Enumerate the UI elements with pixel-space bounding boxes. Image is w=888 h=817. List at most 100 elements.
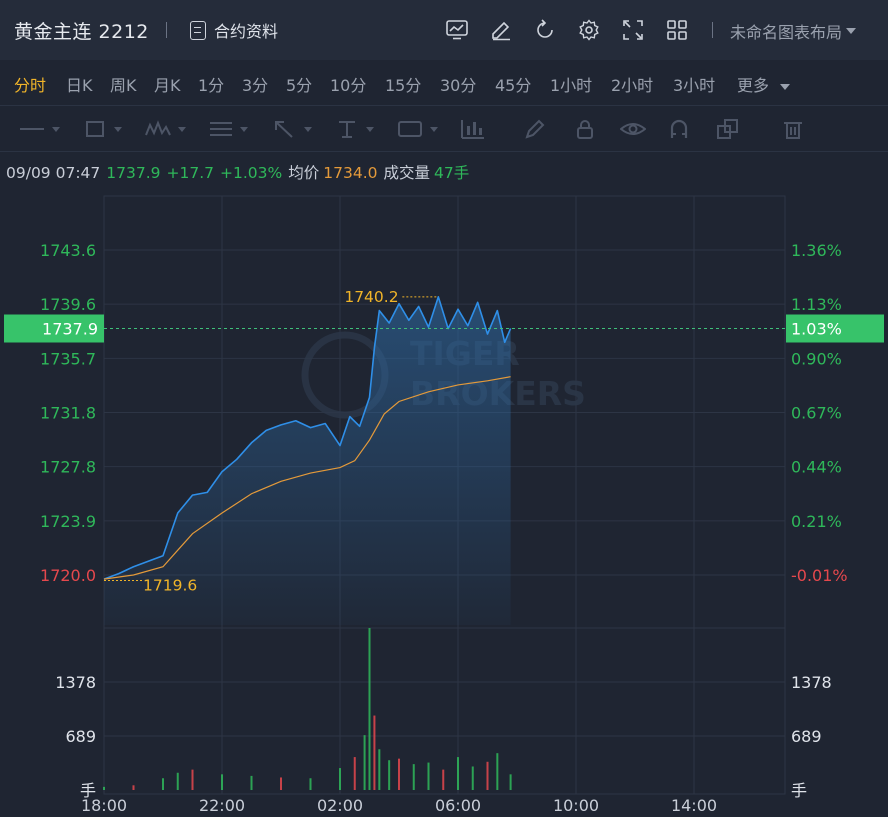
y-axis-left-tick-label: 1739.6: [40, 295, 96, 314]
y-axis-left-tick-label: 1723.9: [40, 512, 96, 531]
tab-period-month[interactable]: 月K: [154, 76, 181, 95]
fibonacci-tool-icon[interactable]: [208, 118, 254, 140]
contract-info-button[interactable]: 合约资料: [190, 18, 278, 42]
volume-bar: [442, 769, 445, 790]
volume-bar: [412, 764, 415, 790]
tab-period-30min[interactable]: 30分: [440, 76, 477, 95]
volume-bar: [132, 785, 135, 790]
tab-period-3min[interactable]: 3分: [242, 76, 269, 95]
layout-label: 未命名图表布局: [730, 23, 843, 42]
volume-value: 47手: [434, 164, 470, 182]
tab-period-more[interactable]: 更多: [737, 72, 791, 96]
drawing-toolbar: [0, 106, 888, 152]
volume-bar: [162, 778, 164, 790]
tab-period-day[interactable]: 日K: [66, 76, 93, 95]
volume-bar: [388, 760, 391, 790]
toolbar-icons: [443, 16, 691, 44]
quote-datetime: 09/09 07:47: [6, 164, 101, 182]
indicator-icon[interactable]: [443, 16, 471, 44]
volume-bar: [280, 777, 282, 790]
volume-bar: [250, 775, 253, 790]
volume-bar: [368, 628, 371, 790]
current-price-badge-left: [4, 314, 104, 343]
text-tool-icon[interactable]: [336, 118, 382, 140]
y-axis-left-tick-label: 1743.6: [40, 241, 96, 260]
layout-dropdown[interactable]: 未命名图表布局: [730, 19, 857, 43]
volume-bar: [471, 766, 474, 790]
refresh-icon[interactable]: [531, 16, 559, 44]
tab-period-10min[interactable]: 10分: [330, 76, 367, 95]
low-price-label: 1719.6: [143, 577, 197, 595]
caret-down-icon: [780, 84, 791, 90]
volume-bar: [457, 757, 459, 790]
caret-down-icon: [846, 28, 857, 34]
y-axis-right-tick-label: 0.21%: [791, 512, 842, 531]
settings-gear-icon[interactable]: [575, 16, 603, 44]
y-axis-left-tick-label: 1735.7: [40, 349, 96, 368]
current-price-label: 1737.9: [42, 319, 98, 338]
tab-period-3hour[interactable]: 3小时: [673, 76, 716, 95]
arrow-tool-icon[interactable]: [272, 118, 318, 140]
x-axis-tick-label: 22:00: [199, 796, 245, 815]
edit-icon[interactable]: [487, 16, 515, 44]
trash-icon[interactable]: [782, 118, 804, 140]
candle-tool-icon[interactable]: [460, 118, 486, 140]
y-axis-left-tick-label: 1731.8: [40, 404, 96, 423]
volume-bar: [427, 762, 430, 790]
tab-period-1hour[interactable]: 1小时: [550, 76, 593, 95]
volume-bar: [191, 769, 194, 790]
label-tool-icon[interactable]: [398, 118, 444, 140]
fullscreen-icon[interactable]: [619, 16, 647, 44]
volume-bar: [103, 786, 105, 790]
tab-period-15min[interactable]: 15分: [385, 76, 422, 95]
tab-period-week[interactable]: 周K: [110, 76, 137, 95]
eye-icon[interactable]: [620, 118, 646, 140]
price-line: [103, 296, 512, 580]
copy-icon[interactable]: [716, 118, 740, 140]
price-area: [104, 296, 511, 625]
tab-period-intraday[interactable]: 分时: [14, 76, 47, 95]
current-pct-badge-right: [786, 314, 884, 343]
volume-bar: [378, 749, 381, 790]
volume-bar: [398, 758, 400, 790]
current-pct-label: 1.03%: [791, 319, 842, 338]
divider: [166, 22, 167, 38]
quote-price: 1737.9: [106, 164, 161, 182]
volume-axis-left-label: 手: [80, 781, 96, 800]
volume-bar: [221, 774, 223, 790]
contract-info-label: 合约资料: [214, 22, 279, 41]
y-axis-right-tick-label: -0.01%: [791, 566, 848, 585]
top-toolbar: 黄金主连 2212 合约资料 未命名图表布局: [0, 0, 888, 60]
period-tabs: 分时 日K 周K 月K 1分 3分 5分 10分 15分 30分 45分 1小时…: [0, 60, 888, 106]
line-tool-icon[interactable]: [18, 118, 62, 140]
quote-change-pct: +1.03%: [220, 164, 283, 182]
volume-bar: [353, 757, 356, 790]
tab-period-1min[interactable]: 1分: [198, 76, 225, 95]
volume-axis-right-label: 手: [791, 781, 807, 800]
symbol-title: 黄金主连 2212: [14, 21, 149, 43]
grid-layout-icon[interactable]: [663, 16, 691, 44]
x-axis-tick-label: 14:00: [671, 796, 717, 815]
wave-tool-icon[interactable]: [144, 118, 190, 140]
avg-price-value: 1734.0: [323, 164, 378, 182]
y-axis-right-tick-label: 0.90%: [791, 349, 842, 368]
y-axis-right-tick-label: 0.67%: [791, 404, 842, 423]
more-label: 更多: [737, 76, 770, 95]
y-axis-left-tick-label: 1727.8: [40, 458, 96, 477]
tab-period-2hour[interactable]: 2小时: [611, 76, 654, 95]
tab-period-45min[interactable]: 45分: [495, 76, 532, 95]
high-price-label: 1740.2: [344, 288, 398, 306]
y-axis-right-tick-label: 0.44%: [791, 458, 842, 477]
divider: [712, 22, 713, 38]
volume-bar: [176, 772, 179, 790]
pen-icon[interactable]: [524, 118, 546, 140]
quote-info-bar: 09/09 07:47 1737.9 +17.7 +1.03% 均价 1734.0 成交量 4…: [6, 161, 475, 183]
rectangle-tool-icon[interactable]: [84, 118, 128, 140]
tab-period-5min[interactable]: 5分: [286, 76, 313, 95]
x-axis-tick-label: 10:00: [553, 796, 599, 815]
volume-bar: [486, 761, 489, 790]
average-price-line: [103, 376, 511, 580]
magnet-icon[interactable]: [668, 118, 690, 140]
lock-icon[interactable]: [574, 118, 596, 140]
